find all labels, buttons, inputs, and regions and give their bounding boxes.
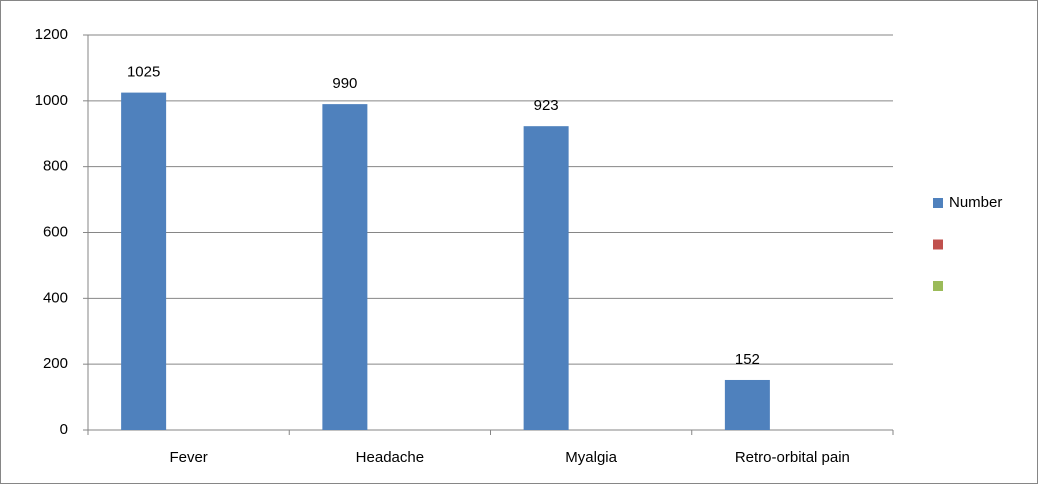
data-label: 152 xyxy=(735,351,760,368)
x-tick-label: Retro-orbital pain xyxy=(735,449,850,466)
x-tick-label: Fever xyxy=(169,449,207,466)
y-tick-label: 400 xyxy=(43,289,68,306)
y-tick-label: 1200 xyxy=(35,26,68,43)
y-tick-label: 1000 xyxy=(35,92,68,109)
data-label: 1025 xyxy=(127,64,160,81)
y-tick-label: 600 xyxy=(43,223,68,240)
legend-swatch xyxy=(933,198,943,208)
data-label: 990 xyxy=(332,75,357,92)
bar xyxy=(523,126,569,430)
data-label: 923 xyxy=(534,97,559,114)
y-tick-label: 800 xyxy=(43,158,68,175)
legend-swatch xyxy=(933,239,943,250)
bar xyxy=(121,92,167,431)
x-tick-label: Headache xyxy=(356,449,424,466)
bar xyxy=(724,379,770,430)
y-tick-label: 200 xyxy=(43,355,68,372)
legend-label: Number xyxy=(949,194,1002,211)
legend-swatch xyxy=(933,281,943,291)
x-tick-label: Myalgia xyxy=(565,449,617,466)
y-tick-label: 0 xyxy=(60,421,68,438)
bar xyxy=(322,104,368,430)
